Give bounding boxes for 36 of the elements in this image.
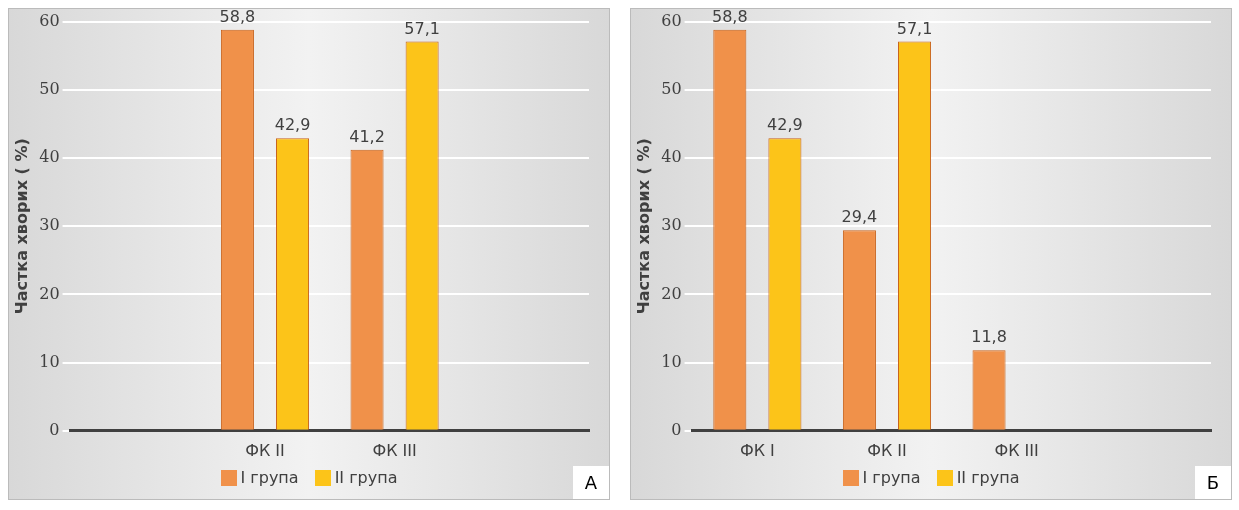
legend-label: I група: [862, 468, 921, 487]
y-tick-label: 0: [49, 419, 60, 439]
y-tick-label: 0: [671, 419, 682, 439]
legend-label: II група: [334, 468, 398, 487]
x-tick-label: ФК II: [245, 440, 285, 460]
y-tick-label: 40: [661, 147, 682, 167]
y-tick-label: 60: [661, 10, 682, 30]
data-label: 11,8: [971, 327, 1007, 347]
y-axis-title: Частка хворих ( %): [633, 138, 653, 315]
data-label: 29,4: [841, 207, 878, 227]
data-label: 42,9: [767, 115, 803, 135]
legend-label: II група: [956, 468, 1020, 487]
data-label: 42,9: [274, 115, 311, 135]
text: А: [572, 466, 609, 499]
y-tick-label: 10: [661, 351, 682, 371]
y-tick-label: 50: [39, 78, 60, 98]
x-tick-label: ФК III: [994, 440, 1039, 460]
y-tick-label: 30: [661, 215, 682, 235]
x-tick-label: ФК I: [739, 440, 775, 460]
y-tick-label: 30: [39, 215, 60, 235]
y-tick-label: 10: [39, 351, 60, 371]
data-label: 57,1: [896, 18, 933, 38]
y-tick-label: 50: [661, 78, 682, 98]
x-tick-label: ФК III: [372, 440, 417, 460]
data-label: 57,1: [404, 18, 440, 38]
text: Б: [1194, 466, 1231, 499]
legend-label: I група: [240, 468, 299, 487]
y-tick-label: 40: [39, 147, 60, 167]
data-label: 58,8: [712, 6, 748, 26]
x-tick-label: ФК II: [867, 440, 907, 460]
data-label: 41,2: [349, 126, 385, 146]
data-label: 58,8: [219, 6, 256, 26]
y-tick-label: 60: [39, 10, 60, 30]
y-tick-label: 20: [661, 283, 682, 303]
y-axis-title: Частка хворих ( %): [11, 138, 31, 315]
y-tick-label: 20: [39, 283, 60, 303]
